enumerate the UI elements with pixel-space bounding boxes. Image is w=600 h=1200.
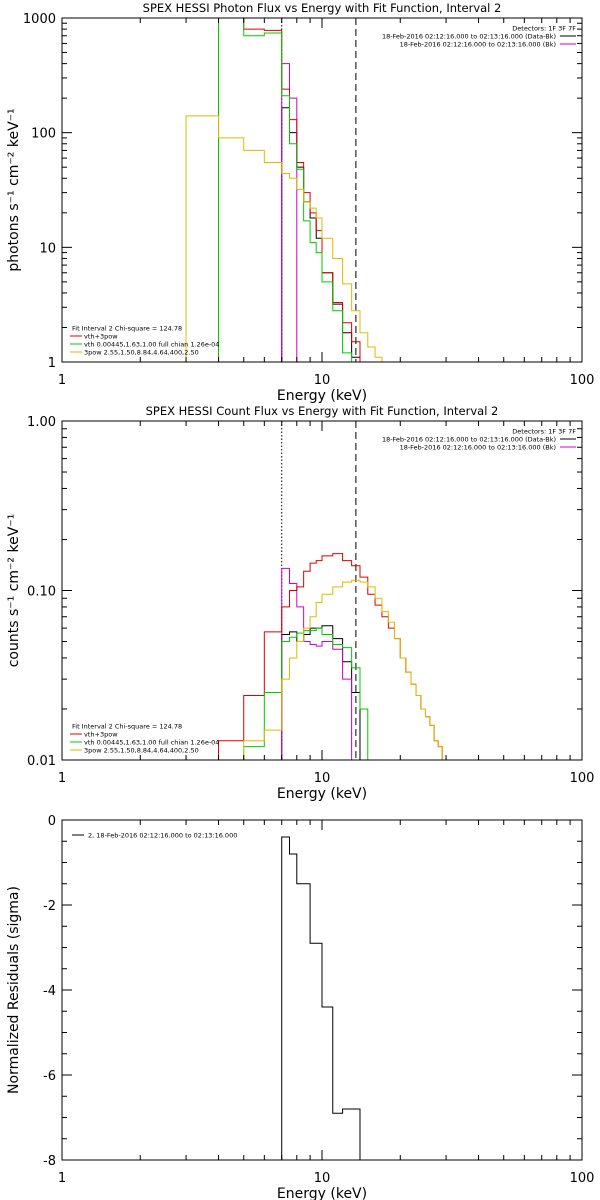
series-data <box>281 107 361 362</box>
x-axis-label: Energy (keV) <box>277 388 367 404</box>
series-total <box>218 553 447 760</box>
x-tick-label: 1 <box>58 373 66 388</box>
y-tick-label: 1 <box>48 356 56 371</box>
series-thermal <box>243 627 369 760</box>
photon-flux-panel: SPEX HESSI Photon Flux vs Energy with Fi… <box>6 1 594 404</box>
y-tick-label: 10 <box>39 241 56 256</box>
series-bk <box>281 567 360 760</box>
y-tick-label: -6 <box>43 1069 56 1084</box>
legend-bottom-entry: vth+3pow <box>84 333 118 341</box>
residuals-panel: 1 10 100 -8 -6 -4 -2 0 Energy (keV) Normalized Re… <box>6 814 594 1200</box>
chart-title: SPEX HESSI Photon Flux vs Energy with Fi… <box>143 1 502 15</box>
series-thermal <box>218 18 360 362</box>
legend-bottom-entry: vth 0.00445,1.63,1.00 full chian 1.26e-0… <box>84 739 219 747</box>
legend-top-entry: Detectors: 1F 3F 7F <box>512 428 576 436</box>
y-tick-label: 0.01 <box>27 754 56 769</box>
legend-bottom-entry: Fit Interval 2 Chi-square = 124.78 <box>72 325 182 333</box>
data-layer <box>185 18 389 362</box>
data-layer <box>281 836 361 1160</box>
legend-bottom-entry: Fit Interval 2 Chi-square = 124.78 <box>72 723 182 731</box>
x-axis-label: Energy (keV) <box>277 1186 367 1200</box>
series-residuals <box>281 836 361 1160</box>
x-tick-label: 100 <box>570 1171 595 1186</box>
y-tick-label: 1000 <box>23 12 56 27</box>
chart-title: SPEX HESSI Count Flux vs Energy with Fit… <box>146 404 499 418</box>
legend-top-entry: 18-Feb-2016 02:12:16.000 to 02:13:16.000… <box>382 436 556 444</box>
y-tick-label: 0.10 <box>27 585 56 600</box>
y-tick-label: -8 <box>43 1154 56 1169</box>
count-flux-panel: SPEX HESSI Count Flux vs Energy with Fit… <box>6 404 594 802</box>
y-tick-label: -4 <box>43 984 56 999</box>
legend-top-entry: 18-Feb-2016 02:12:16.000 to 02:13:16.000… <box>400 41 556 49</box>
x-tick-label: 10 <box>314 771 331 786</box>
legend-bottom-entry: vth 0.00445,1.63,1.00 full chian 1.26e-0… <box>84 341 219 349</box>
y-tick-label: 100 <box>31 127 56 142</box>
legend-top-entry: Detectors: 1F 3F 7F <box>512 25 576 33</box>
x-tick-label: 100 <box>570 771 595 786</box>
x-tick-label: 1 <box>58 771 66 786</box>
x-tick-label: 10 <box>314 1171 331 1186</box>
legend-top-entry: 18-Feb-2016 02:12:16.000 to 02:13:16.000… <box>400 444 556 452</box>
y-axis-label: counts s⁻¹ cm⁻² keV⁻¹ <box>6 514 22 668</box>
legend-bottom-entry: 3pow 2.55,1.50,8.84,4.64,400,2.50 <box>84 747 199 755</box>
series-total <box>218 18 368 362</box>
legend-left-entry: 2, 18-Feb-2016 02:12:16.000 to 02:13:16.… <box>88 832 237 840</box>
legend-bottom-entry: vth+3pow <box>84 731 118 739</box>
y-tick-label: 0 <box>48 814 56 829</box>
plot-frame <box>61 420 583 761</box>
x-axis-label: Energy (keV) <box>277 786 367 802</box>
y-axis-label: Normalized Residuals (sigma) <box>6 886 22 1094</box>
y-axis-label: photons s⁻¹ cm⁻² keV⁻¹ <box>6 108 22 271</box>
data-layer <box>186 421 447 760</box>
x-tick-label: 10 <box>314 373 331 388</box>
x-tick-label: 1 <box>58 1171 66 1186</box>
y-tick-label: -2 <box>43 899 56 914</box>
plot-frame <box>61 17 583 363</box>
legend-bottom-entry: 3pow 2.55,1.50,8.84,4.64,400,2.50 <box>84 349 199 357</box>
series-powerlaw <box>185 115 389 362</box>
x-tick-label: 100 <box>570 373 595 388</box>
series-powerlaw <box>186 579 447 760</box>
y-tick-label: 1.00 <box>27 415 56 430</box>
legend-top-entry: 18-Feb-2016 02:12:16.000 to 02:13:16.000… <box>382 33 556 41</box>
